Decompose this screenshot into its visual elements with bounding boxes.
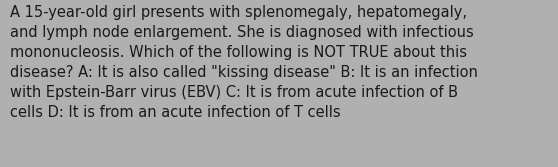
Text: A 15-year-old girl presents with splenomegaly, hepatomegaly,
and lymph node enla: A 15-year-old girl presents with splenom… <box>10 5 478 120</box>
